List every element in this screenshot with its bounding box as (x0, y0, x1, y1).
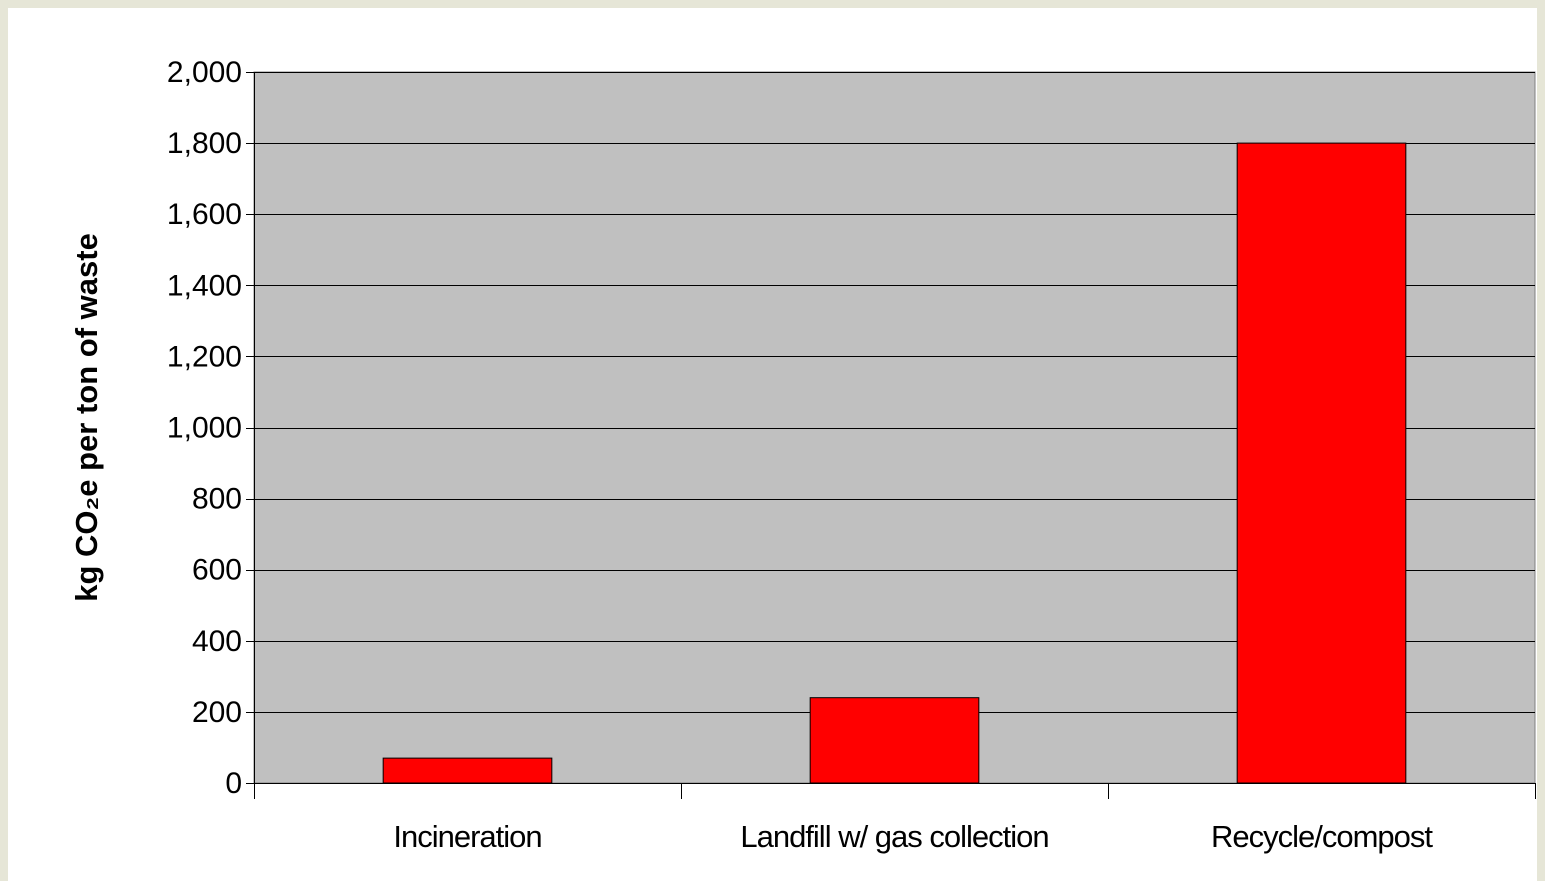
x-category-label: Recycle/compost (1211, 819, 1433, 854)
y-tick-label: 1,200 (167, 340, 242, 373)
y-tick-label: 1,000 (167, 412, 242, 445)
y-tick-label: 1,800 (167, 127, 242, 160)
y-tick-label: 600 (192, 554, 242, 587)
y-tick-label: 1,400 (167, 269, 242, 302)
y-tick-label: 200 (192, 696, 242, 729)
y-tick-label: 1,600 (167, 198, 242, 231)
bar-chart: 0 200 400 600 800 1,000 1,200 1,400 1,600 1,800 2,… (69, 56, 1536, 854)
x-category-labels: Incineration Landfill w/ gas collection Re… (393, 819, 1434, 854)
x-category-label: Landfill w/ gas collection (740, 819, 1048, 854)
axes (246, 72, 1536, 799)
bar-incineration (382, 757, 553, 784)
bar-recycle-compost (1236, 142, 1407, 784)
y-tick-label: 800 (192, 483, 242, 516)
y-tick-label: 400 (192, 625, 242, 658)
x-category-label: Incineration (393, 819, 541, 854)
y-axis-title: kg CO₂e per ton of waste (69, 233, 104, 602)
y-tick-label: 0 (225, 767, 242, 800)
y-tick-labels: 0 200 400 600 800 1,000 1,200 1,400 1,600 1,800 2,… (167, 56, 242, 800)
y-tick-label: 2,000 (167, 56, 242, 89)
bar-landfill-w-gas-collection (809, 697, 980, 784)
